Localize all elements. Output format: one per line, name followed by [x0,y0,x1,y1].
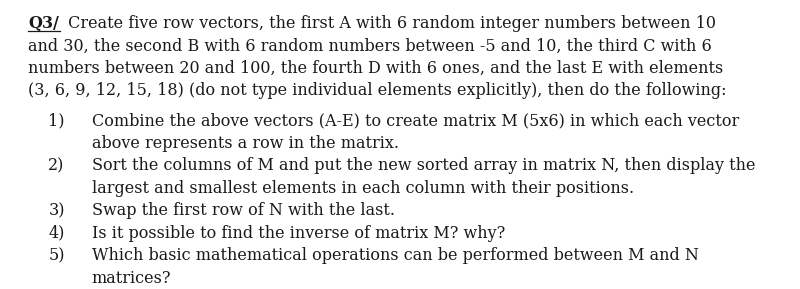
Text: 1): 1) [48,113,65,130]
Text: numbers between 20 and 100, the fourth D with 6 ones, and the last E with elemen: numbers between 20 and 100, the fourth D… [28,60,723,77]
Text: Is it possible to find the inverse of matrix M? why?: Is it possible to find the inverse of ma… [92,225,505,242]
Text: (3, 6, 9, 12, 15, 18) (do not type individual elements explicitly), then do the : (3, 6, 9, 12, 15, 18) (do not type indiv… [28,82,726,99]
Text: 3): 3) [48,202,65,219]
Text: largest and smallest elements in each column with their positions.: largest and smallest elements in each co… [92,180,634,197]
Text: Swap the first row of N with the last.: Swap the first row of N with the last. [92,202,395,219]
Text: matrices?: matrices? [92,270,171,287]
Text: and 30, the second B with 6 random numbers between -5 and 10, the third C with 6: and 30, the second B with 6 random numbe… [28,38,712,55]
Text: 4): 4) [48,225,65,242]
Text: Sort the columns of M and put the new sorted array in matrix N, then display the: Sort the columns of M and put the new so… [92,158,755,175]
Text: above represents a row in the matrix.: above represents a row in the matrix. [92,135,399,152]
Text: Q3/: Q3/ [28,15,59,32]
Text: Create five row vectors, the first A with 6 random integer numbers between 10: Create five row vectors, the first A wit… [63,15,716,32]
Text: 5): 5) [48,247,65,264]
Text: Which basic mathematical operations can be performed between M and N: Which basic mathematical operations can … [92,247,698,264]
Text: Combine the above vectors (A-E) to create matrix M (5x6) in which each vector: Combine the above vectors (A-E) to creat… [92,113,739,130]
Text: 2): 2) [48,158,65,175]
